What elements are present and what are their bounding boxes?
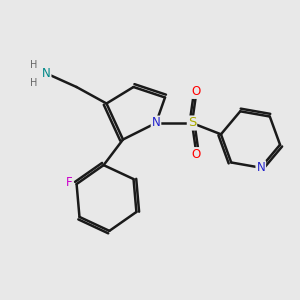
- Text: F: F: [66, 176, 72, 189]
- Text: O: O: [192, 148, 201, 161]
- Text: N: N: [152, 116, 160, 130]
- Text: N: N: [42, 67, 51, 80]
- Text: N: N: [256, 161, 265, 174]
- Text: H: H: [30, 77, 38, 88]
- Text: H: H: [30, 59, 38, 70]
- Text: O: O: [192, 85, 201, 98]
- Text: S: S: [188, 116, 196, 130]
